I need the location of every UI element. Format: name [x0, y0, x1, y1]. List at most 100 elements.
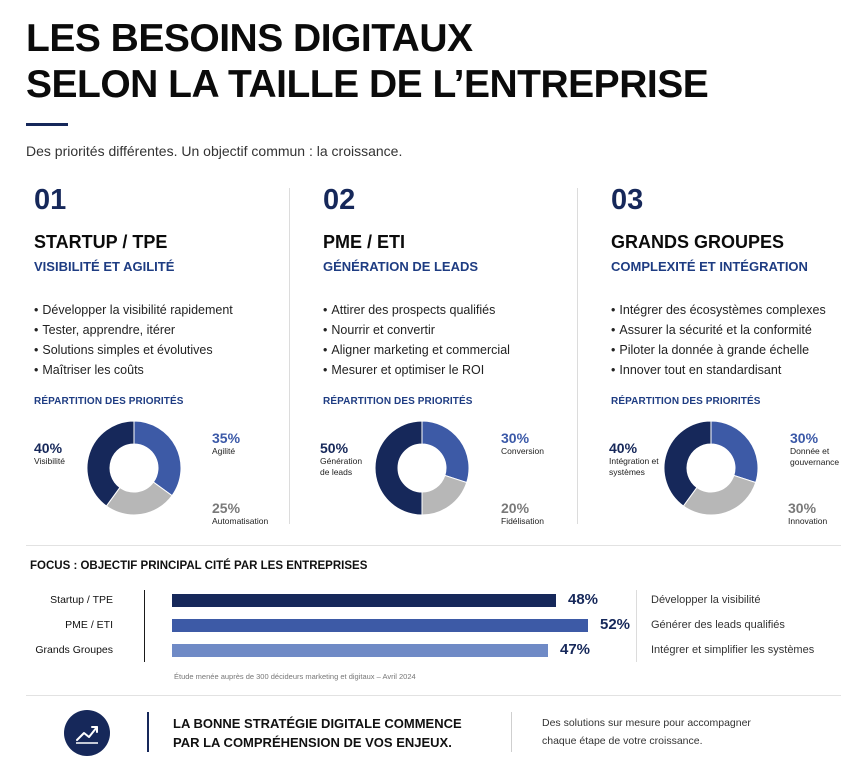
column-number: 02 — [323, 184, 356, 216]
bullet-item: Mesurer et optimiser le ROI — [323, 360, 593, 380]
bar-label: Grands Groupes — [35, 644, 113, 656]
trend-up-icon — [64, 710, 110, 756]
column-title: GRANDS GROUPES — [611, 232, 785, 252]
segment-label-integration: 40% Intégration et systèmes — [609, 440, 661, 478]
footer-description-line1: Des solutions sur mesure pour accompagne… — [542, 717, 751, 729]
bar-label: PME / ETI — [65, 619, 113, 631]
breakdown-title: RÉPARTITION DES PRIORITÉS — [323, 396, 473, 407]
column-subtitle: GÉNÉRATION DE LEADS — [323, 259, 479, 274]
breakdown-title: RÉPARTITION DES PRIORITÉS — [34, 396, 184, 407]
segment-pct: 50% — [320, 440, 349, 456]
donut-slice — [663, 420, 712, 507]
segment-name: Donnée et gouvernance — [790, 446, 840, 467]
bullet-item: Attirer des prospects qualifiés — [323, 300, 593, 320]
column-divider — [577, 188, 578, 524]
donut-chart-grands-groupes — [663, 420, 759, 516]
column-title: PME / ETI — [323, 232, 406, 252]
segment-label-donnee: 30% Donnée et gouvernance — [790, 430, 846, 468]
study-note: Étude menée auprès de 300 décideurs mark… — [174, 672, 416, 681]
bar-description-divider — [636, 590, 637, 662]
segment-pct: 40% — [609, 440, 638, 456]
segment-pct: 40% — [34, 440, 63, 456]
segment-label-conversion: 30% Conversion — [501, 430, 544, 457]
segment-pct: 30% — [788, 500, 817, 516]
page-title: LES BESOINS DIGITAUX SELON LA TAILLE DE … — [26, 16, 709, 108]
donut-slice — [421, 420, 470, 484]
bar — [172, 594, 556, 607]
footer-description-line2: chaque étape de votre croissance. — [542, 735, 703, 747]
bar-value: 47% — [560, 641, 591, 658]
column-divider — [289, 188, 290, 524]
donut-chart-startup — [86, 420, 182, 516]
footer-tagline-line1: LA BONNE STRATÉGIE DIGITALE COMMENCE — [173, 716, 462, 731]
column-grands-groupes: 03 GRANDS GROUPES COMPLEXITÉ ET INTÉGRAT… — [611, 185, 867, 380]
bar — [172, 644, 548, 657]
bullet-item: Piloter la donnée à grande échelle — [611, 340, 867, 360]
segment-pct: 30% — [501, 430, 530, 446]
segment-pct: 20% — [501, 500, 530, 516]
column-title: STARTUP / TPE — [34, 232, 168, 252]
section-divider — [26, 695, 841, 696]
bullet-item: Tester, apprendre, itérer — [34, 320, 304, 340]
bar-value: 48% — [568, 591, 599, 608]
segment-name: Agilité — [212, 446, 236, 456]
bar-label: Startup / TPE — [50, 594, 113, 606]
column-startup: 01 STARTUP / TPE VISIBILITÉ ET AGILITÉ D… — [34, 185, 304, 380]
donut-slice — [710, 420, 759, 484]
segment-pct: 35% — [212, 430, 241, 446]
bullet-item: Assurer la sécurité et la conformité — [611, 320, 867, 340]
segment-pct: 30% — [790, 430, 819, 446]
focus-title: FOCUS : OBJECTIF PRINCIPAL CITÉ PAR LES … — [30, 560, 368, 572]
segment-pct: 25% — [212, 500, 241, 516]
bullet-item: Maîtriser les coûts — [34, 360, 304, 380]
bullet-list: Développer la visibilité rapidement Test… — [34, 300, 304, 380]
bullet-item: Intégrer des écosystèmes complexes — [611, 300, 867, 320]
column-number: 03 — [611, 184, 644, 216]
bar-description: Intégrer et simplifier les systèmes — [651, 644, 815, 656]
column-subtitle: COMPLEXITÉ ET INTÉGRATION — [611, 259, 808, 274]
segment-label-leads: 50% Génération de leads — [320, 440, 370, 478]
segment-label-automatisation: 25% Automatisation — [212, 500, 268, 527]
page-title-line2: SELON LA TAILLE DE L’ENTREPRISE — [26, 63, 709, 106]
donut-slice — [421, 474, 468, 516]
bullet-item: Aligner marketing et commercial — [323, 340, 593, 360]
segment-name: Automatisation — [212, 516, 269, 526]
page-subtitle: Des priorités différentes. Un objectif c… — [26, 143, 403, 159]
segment-name: Innovation — [788, 516, 828, 526]
footer-description: Des solutions sur mesure pour accompagne… — [542, 714, 751, 750]
segment-label-agilite: 35% Agilité — [212, 430, 240, 457]
bullet-list: Attirer des prospects qualifiés Nourrir … — [323, 300, 593, 380]
bullet-list: Intégrer des écosystèmes complexes Assur… — [611, 300, 867, 380]
column-pme: 02 PME / ETI GÉNÉRATION DE LEADS Attirer… — [323, 185, 593, 380]
segment-name: Conversion — [501, 446, 544, 456]
segment-name: Fidélisation — [501, 516, 544, 526]
bullet-item: Développer la visibilité rapidement — [34, 300, 304, 320]
segment-name: Intégration et systèmes — [609, 456, 659, 477]
column-number: 01 — [34, 184, 67, 216]
bullet-item: Innover tout en standardisant — [611, 360, 867, 380]
footer-divider — [511, 712, 512, 752]
donut-slice — [133, 420, 182, 497]
segment-label-visibilite: 40% Visibilité — [34, 440, 65, 467]
donut-chart-pme — [374, 420, 470, 516]
bar-value: 52% — [600, 616, 631, 633]
footer-tagline-line2: PAR LA COMPRÉHENSION DE VOS ENJEUX. — [173, 735, 452, 750]
donut-slice — [682, 474, 757, 516]
donut-slice — [374, 420, 423, 516]
footer-accent-rule — [147, 712, 149, 752]
breakdown-title: RÉPARTITION DES PRIORITÉS — [611, 396, 761, 407]
bar-description: Développer la visibilité — [651, 594, 761, 606]
bullet-item: Nourrir et convertir — [323, 320, 593, 340]
segment-label-fidelisation: 20% Fidélisation — [501, 500, 544, 527]
title-underline — [26, 123, 68, 126]
bar-description: Générer des leads qualifiés — [651, 619, 785, 631]
column-subtitle: VISIBILITÉ ET AGILITÉ — [34, 259, 175, 274]
segment-label-innovation: 30% Innovation — [788, 500, 827, 527]
segment-name: Génération de leads — [320, 456, 363, 477]
donut-slice — [86, 420, 135, 507]
footer-tagline: LA BONNE STRATÉGIE DIGITALE COMMENCE PAR… — [173, 714, 462, 752]
bar-axis — [144, 590, 145, 662]
bullet-item: Solutions simples et évolutives — [34, 340, 304, 360]
bar — [172, 619, 588, 632]
page-title-line1: LES BESOINS DIGITAUX — [26, 17, 473, 60]
